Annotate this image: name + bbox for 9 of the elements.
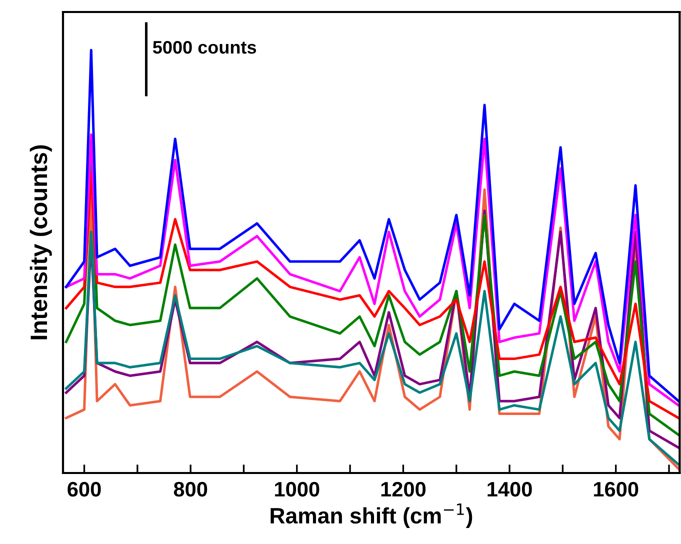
x-tick-label: 1600 — [594, 482, 638, 497]
x-tick-label: 1400 — [488, 482, 532, 497]
y-axis-title: Intensity (counts) — [30, 145, 52, 340]
x-tick-label: 1200 — [381, 482, 426, 497]
x-tick-label: 1000 — [275, 482, 320, 497]
x-tick-label: 800 — [174, 482, 208, 497]
annotation: 5000 counts — [152, 40, 256, 54]
x-axis-title: Raman shift (cm$^{−1}$) — [270, 504, 472, 528]
x-tick-label: 600 — [68, 482, 101, 497]
